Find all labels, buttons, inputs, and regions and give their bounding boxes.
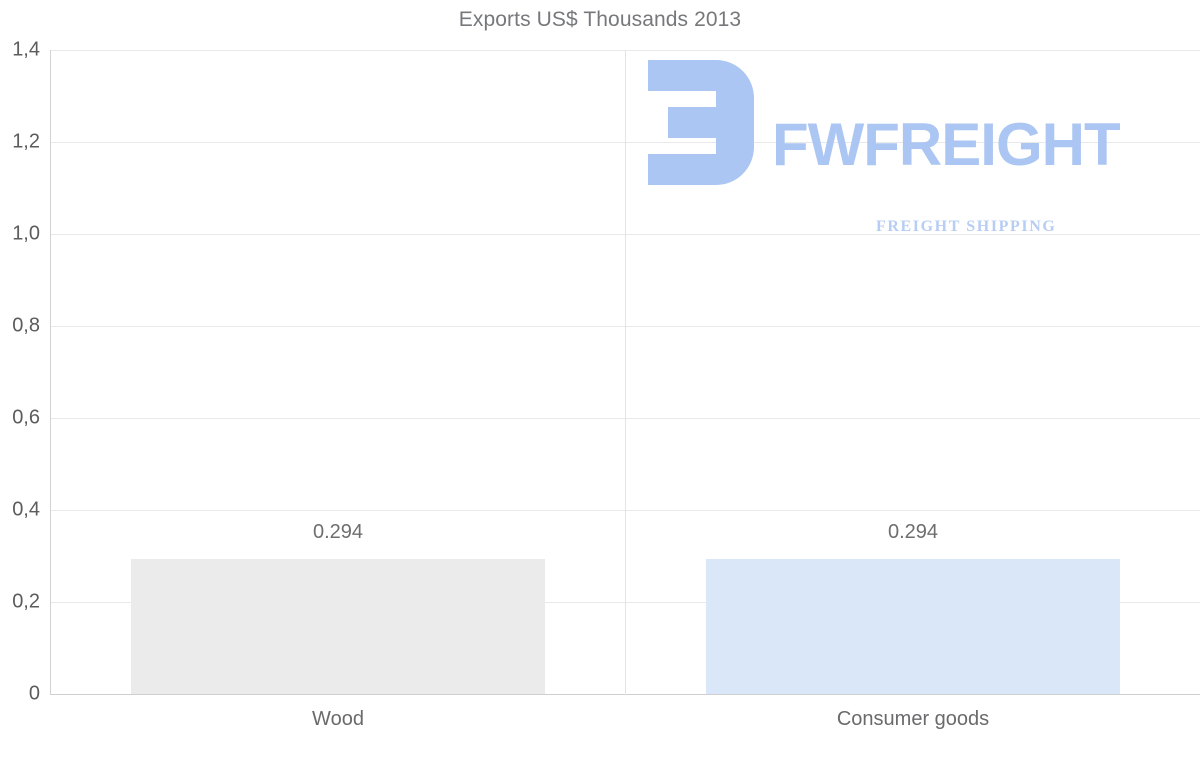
y-tick-label-0-6: 0,6 [12, 406, 40, 429]
y-tick-label-0-8: 0,8 [12, 314, 40, 337]
y-tick-label-1-0: 1,0 [12, 222, 40, 245]
bar-value-label-wood: 0.294 [312, 520, 364, 543]
chart-title: Exports US$ Thousands 2013 [458, 8, 742, 31]
x-tick-label-consumer-goods: Consumer goods [836, 708, 990, 730]
category-separator-line [625, 50, 626, 695]
y-tick-label-0-2: 0,2 [12, 590, 40, 613]
y-tick-label-1-4: 1,4 [12, 38, 40, 61]
bar-wood[interactable] [131, 558, 545, 694]
x-tick-label-wood: Wood [312, 708, 364, 730]
y-tick-label-0-4: 0,4 [12, 498, 40, 521]
y-axis-line [50, 50, 51, 695]
y-tick-label-0: 0 [28, 682, 40, 705]
bar-value-label-consumer-goods: 0.294 [887, 520, 939, 543]
y-tick-label-1-2: 1,2 [12, 130, 40, 153]
bar-consumer-goods[interactable] [706, 558, 1120, 694]
plot-area: 0.294 0.294 [50, 50, 1200, 695]
